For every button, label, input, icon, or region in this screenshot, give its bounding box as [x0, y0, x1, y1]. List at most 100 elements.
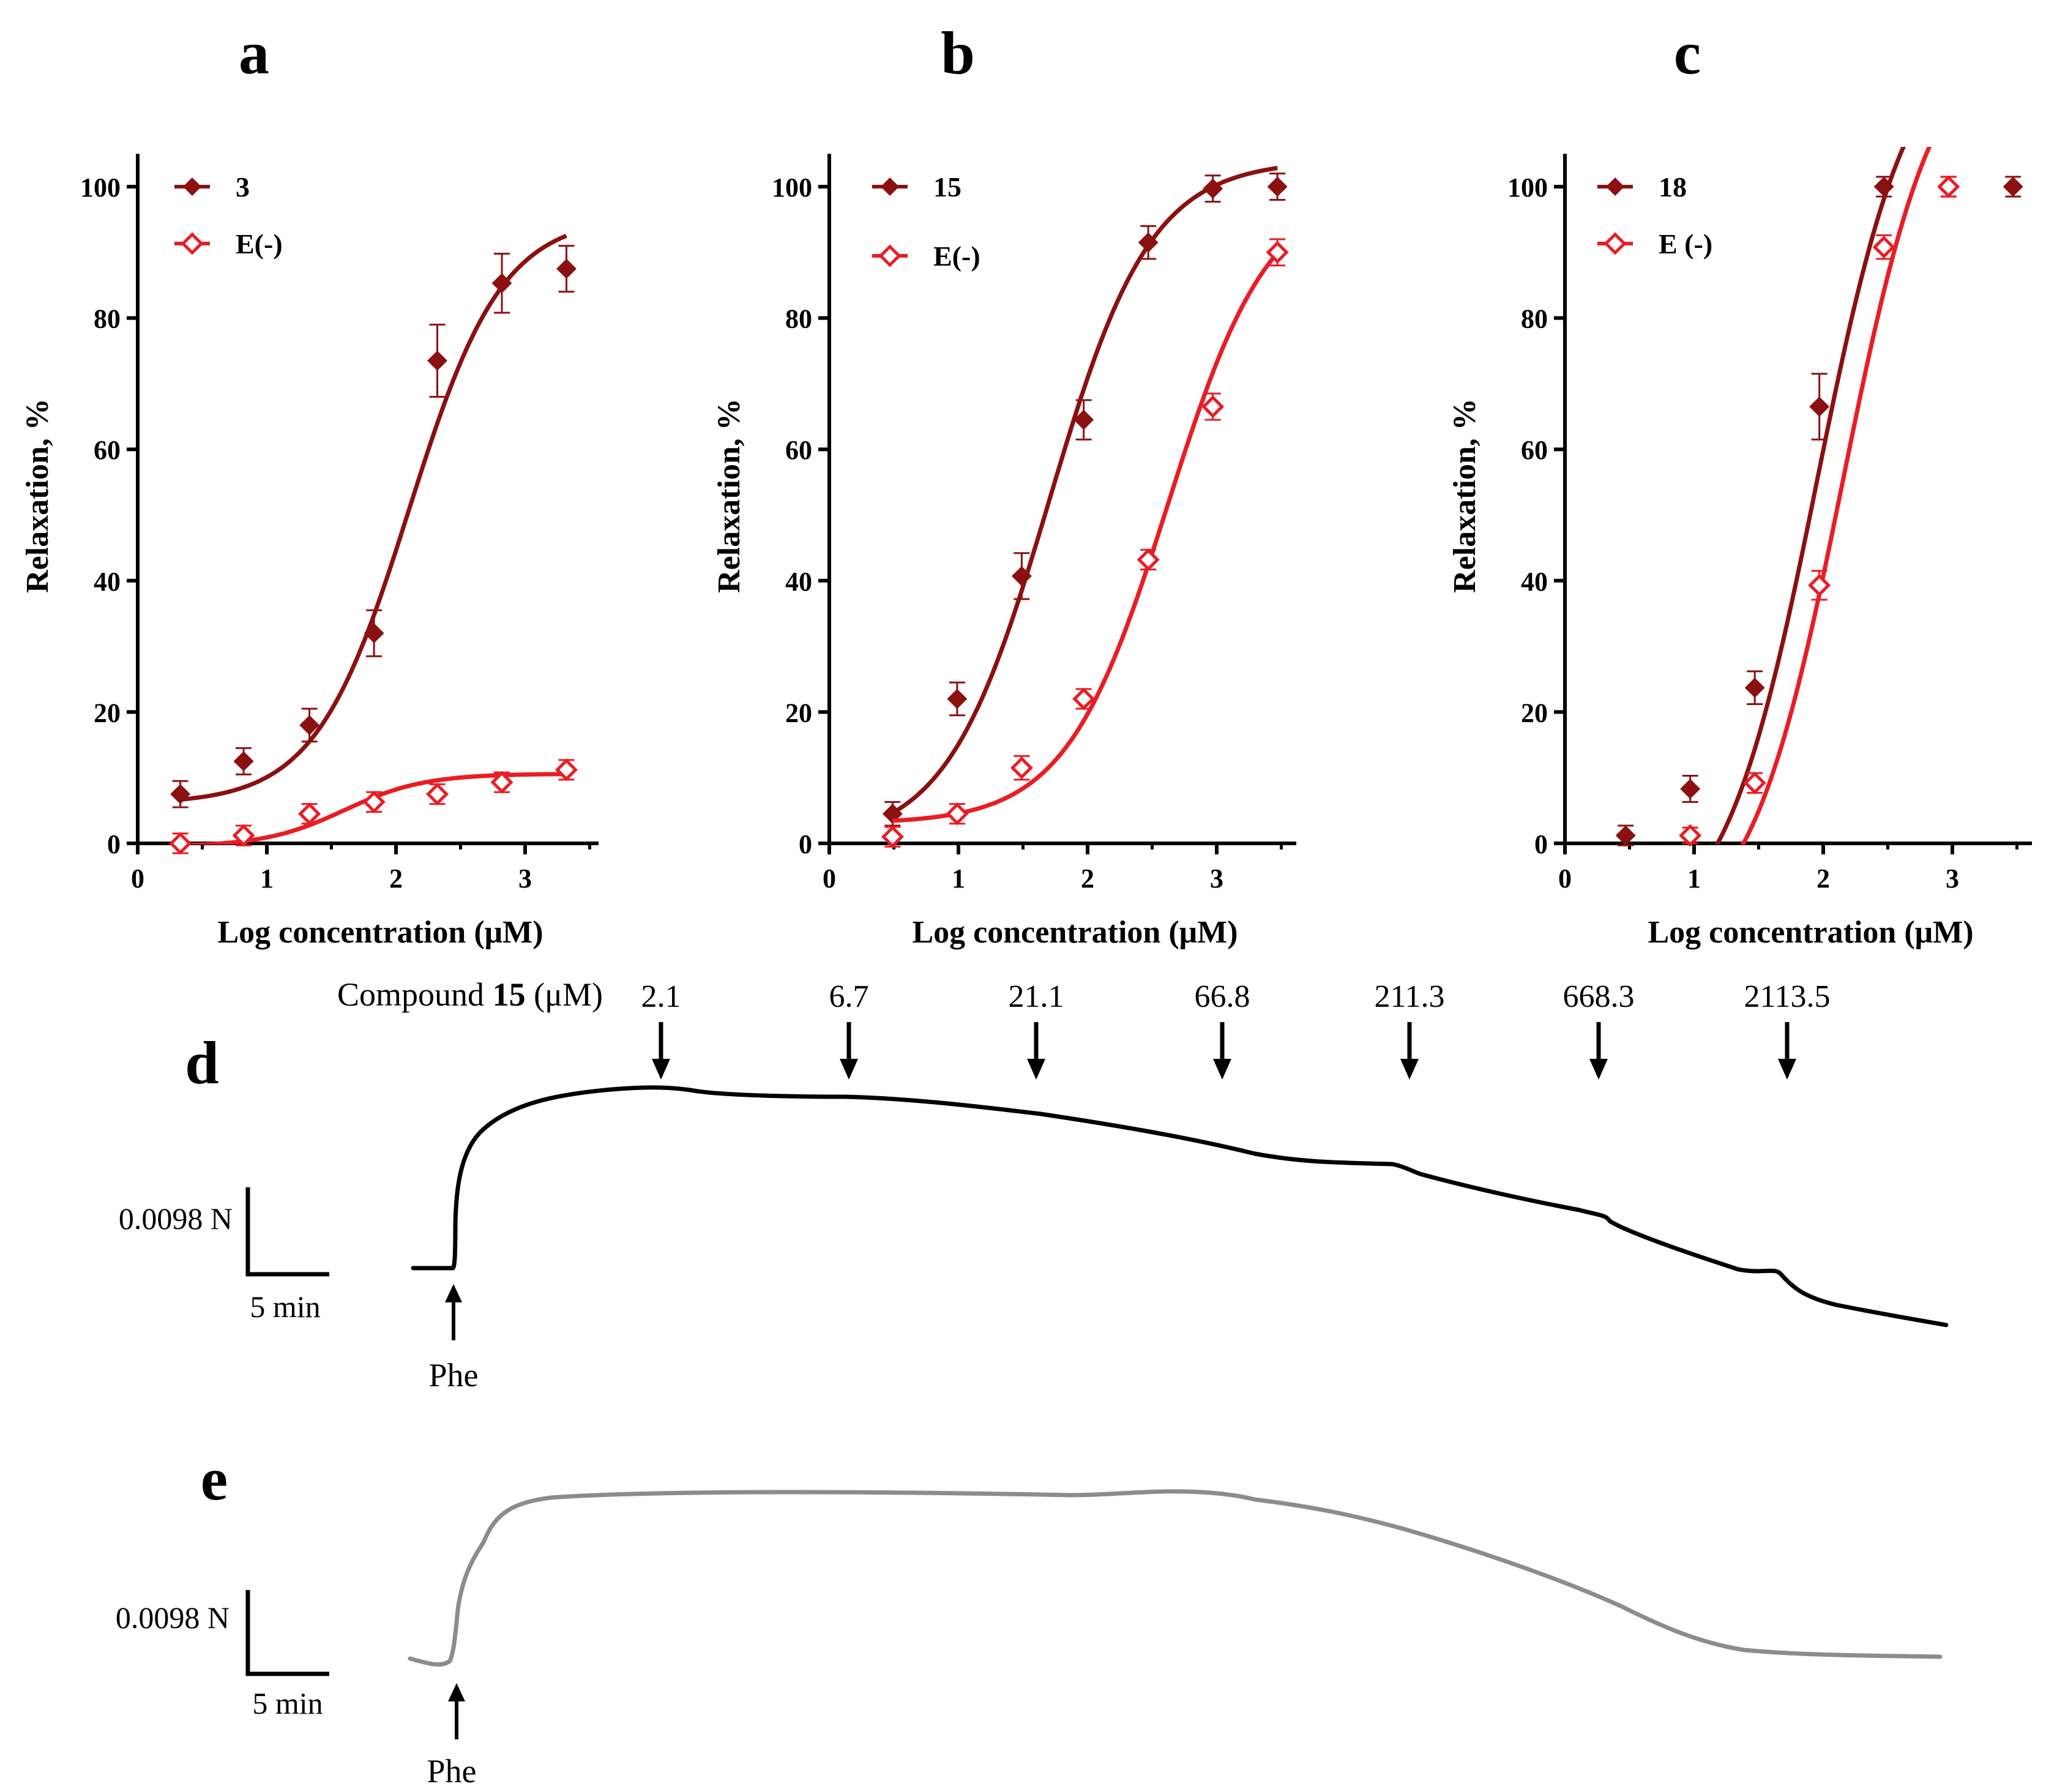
data-point — [1744, 678, 1765, 698]
x-axis-label: Log concentration (μM) — [912, 915, 1238, 950]
trace-panel-d: Compound 15 (μM) 2.1 6.7 21.1 66.8 211.3 668.… — [119, 976, 1949, 1394]
y-tick-label: 40 — [94, 567, 121, 597]
y-tick-label: 0 — [107, 829, 121, 859]
data-point — [425, 782, 449, 806]
fit-curve-compound — [180, 233, 567, 802]
phe-label-d: Phe — [429, 1357, 479, 1394]
dose-label: 211.3 — [1374, 979, 1444, 1014]
scale-force-e: 0.0098 N — [116, 1600, 230, 1635]
x-tick-label: 0 — [131, 864, 144, 894]
fit-curve-e-minus — [1740, 147, 1932, 845]
data-point — [1937, 175, 1960, 198]
dose-label: 21.1 — [1009, 979, 1064, 1014]
dose-arrow-head — [1027, 1059, 1045, 1080]
legend-label: E(-) — [933, 241, 980, 272]
y-tick-label: 40 — [1521, 567, 1548, 597]
dose-arrow-head — [1778, 1059, 1796, 1080]
y-tick-label: 80 — [94, 304, 121, 334]
data-point — [947, 689, 968, 709]
data-point — [232, 824, 255, 847]
y-tick-label: 0 — [1534, 829, 1548, 859]
x-tick-label: 2 — [1081, 864, 1094, 894]
data-point — [1138, 232, 1159, 253]
data-point — [1615, 825, 1636, 846]
data-point — [1679, 824, 1702, 847]
panel-label-a: a — [239, 19, 269, 87]
data-point — [946, 802, 969, 826]
data-point — [170, 784, 191, 804]
y-tick-label: 100 — [1507, 173, 1548, 203]
data-point — [1203, 178, 1223, 199]
data-point — [1808, 573, 1831, 597]
x-tick-label: 0 — [1558, 864, 1572, 894]
x-tick-label: 2 — [1816, 864, 1830, 894]
x-tick-label: 0 — [823, 864, 836, 894]
x-tick-label: 2 — [389, 864, 403, 894]
x-axis-label: Log concentration (μM) — [1648, 915, 1973, 950]
x-tick-label: 1 — [1687, 864, 1701, 894]
legend-marker — [881, 177, 899, 196]
panel-label-b: b — [941, 19, 975, 87]
dose-label: 6.7 — [829, 979, 869, 1014]
y-tick-label: 60 — [785, 435, 812, 465]
y-tick-label: 0 — [799, 829, 812, 859]
legend-marker — [878, 244, 902, 267]
scale-bar-d: 0.0098 N 5 min — [119, 1187, 329, 1324]
data-point — [362, 790, 386, 813]
y-tick-label: 20 — [785, 698, 812, 728]
data-point — [1809, 397, 1830, 417]
y-tick-label: 20 — [94, 698, 121, 728]
y-tick-label: 60 — [94, 435, 121, 465]
y-tick-label: 80 — [785, 304, 812, 334]
chart-panel-a: 0 20 40 60 80 100 0 1 2 3 Log concentration (μM) Re… — [20, 154, 599, 950]
y-tick-label: 60 — [1521, 435, 1548, 465]
trace-d-line — [411, 1085, 1949, 1327]
dose-label: 668.3 — [1563, 979, 1635, 1014]
legend-marker — [181, 232, 204, 255]
data-point — [490, 771, 513, 794]
dose-arrow-head — [1213, 1059, 1231, 1080]
data-point — [881, 825, 904, 848]
fit-curve-compound — [1714, 147, 1906, 845]
dose-label: 66.8 — [1195, 979, 1250, 1014]
trace-panel-e: e 0.0098 N 5 min Phe — [116, 1445, 1943, 1790]
dose-arrow-head — [1589, 1059, 1608, 1080]
scale-time-e: 5 min — [252, 1686, 323, 1720]
y-tick-label: 20 — [1521, 698, 1548, 728]
legend-marker — [1606, 177, 1624, 196]
data-point — [364, 623, 384, 644]
x-axis-label: Log concentration (μM) — [217, 915, 543, 950]
panel-label-d: d — [185, 1029, 219, 1097]
data-point — [1072, 687, 1096, 711]
data-point — [1872, 236, 1895, 259]
panel-label-c: c — [1674, 19, 1701, 87]
x-tick-label: 1 — [952, 864, 965, 894]
x-tick-label: 3 — [1946, 864, 1959, 894]
y-tick-label: 40 — [785, 567, 812, 597]
dose-arrows: 2.1 6.7 21.1 66.8 211.3 668.3 2113.5 — [641, 979, 1831, 1080]
data-point — [1873, 176, 1894, 197]
data-point — [233, 751, 254, 772]
chart-panel-c: 0 20 40 60 80 100 0 1 2 3 Log concentration (μM) Re… — [1447, 147, 2032, 950]
y-tick-label: 100 — [80, 173, 121, 203]
y-tick-label: 80 — [1521, 304, 1548, 334]
legend-label: E(-) — [236, 228, 283, 259]
data-point — [491, 273, 512, 294]
data-point — [1011, 566, 1032, 586]
data-point — [556, 258, 577, 279]
scale-force-d: 0.0098 N — [119, 1201, 233, 1236]
dose-arrow-head — [1400, 1059, 1419, 1080]
y-axis-label: Relaxation, % — [20, 398, 55, 593]
scale-bar-e: 0.0098 N 5 min — [116, 1590, 329, 1720]
x-tick-label: 1 — [260, 864, 274, 894]
data-point — [1201, 395, 1225, 418]
compound-15-dose-label: Compound 15 (μM) — [337, 976, 603, 1013]
scale-time-d: 5 min — [250, 1290, 320, 1324]
dose-label: 2113.5 — [1744, 979, 1830, 1014]
y-axis-label: Relaxation, % — [1447, 398, 1482, 593]
phe-arrow-e: Phe — [427, 1683, 477, 1790]
dose-arrow-head — [652, 1059, 670, 1080]
data-point — [2003, 176, 2023, 197]
data-point — [298, 802, 321, 826]
